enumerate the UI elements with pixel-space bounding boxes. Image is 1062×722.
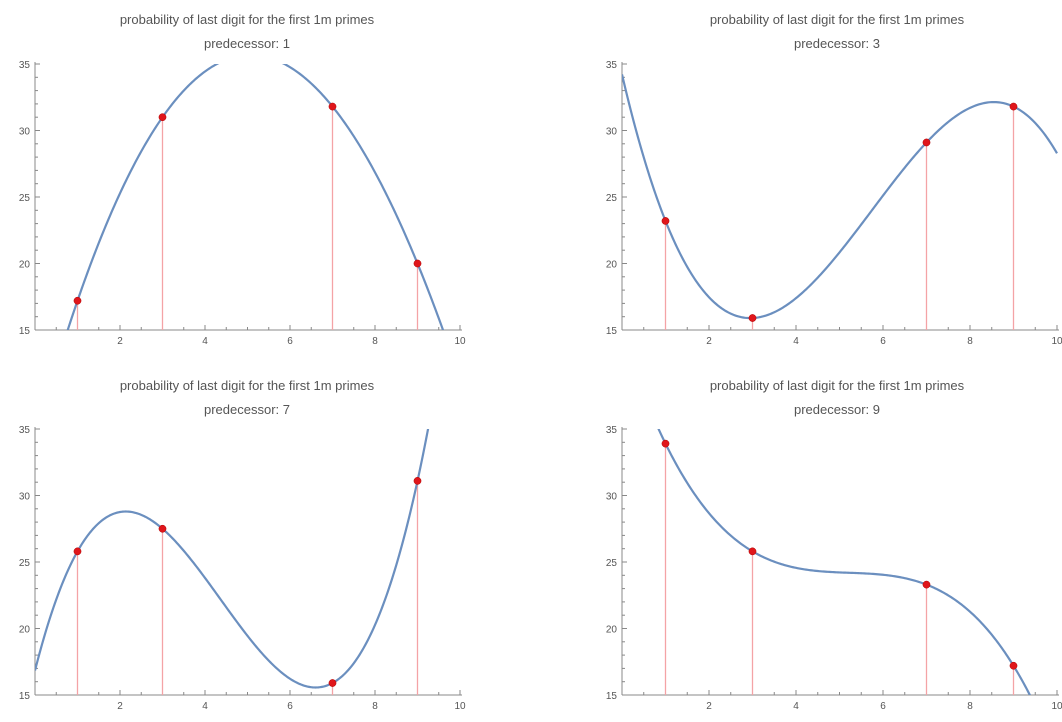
x-tick-label: 4 <box>793 336 799 347</box>
fitted-curve <box>35 429 430 689</box>
fitted-curve <box>66 64 445 330</box>
plot-area: 15 20 25 30 35 2 4 6 8 10 <box>19 425 466 712</box>
x-tick-label: 8 <box>967 701 973 712</box>
x-tick-label: 6 <box>880 701 886 712</box>
data-point <box>1009 102 1018 111</box>
x-tick-label: 4 <box>202 701 208 712</box>
chart-subtitle: predecessor: 9 <box>794 402 880 417</box>
chart-title: probability of last digit for the first … <box>710 12 965 27</box>
y-tick-label: 15 <box>606 691 618 702</box>
chart-svg: probability of last digit for the first … <box>19 378 466 712</box>
data-point <box>922 580 931 589</box>
y-tick-label: 35 <box>19 60 31 71</box>
y-tick-label: 30 <box>19 127 31 138</box>
y-tick-label: 30 <box>19 492 31 503</box>
data-point <box>661 439 670 448</box>
x-tick-label: 8 <box>967 336 973 347</box>
x-tick-label: 8 <box>372 701 378 712</box>
data-point <box>328 102 337 111</box>
chart-svg: probability of last digit for the first … <box>19 12 466 347</box>
data-point <box>661 217 670 225</box>
chart-subtitle: predecessor: 3 <box>794 36 880 51</box>
y-tick-label: 20 <box>606 625 618 636</box>
chart-svg: probability of last digit for the first … <box>606 12 1062 347</box>
x-tick-label: 6 <box>880 336 886 347</box>
y-tick-label: 30 <box>606 492 618 503</box>
plot-area: 15 20 25 30 35 2 4 6 8 10 <box>606 425 1062 712</box>
fitted-curve <box>657 429 1032 695</box>
y-tick-label: 15 <box>19 326 31 337</box>
data-point <box>413 259 422 268</box>
x-tick-label: 10 <box>1051 701 1062 712</box>
chart-panel-predecessor-7: probability of last digit for the first … <box>0 366 530 722</box>
chart-panel-predecessor-9: probability of last digit for the first … <box>532 366 1062 722</box>
x-tick-label: 2 <box>706 336 712 347</box>
y-tick-label: 15 <box>19 691 31 702</box>
x-tick-label: 4 <box>202 336 208 347</box>
y-tick-label: 25 <box>606 193 618 204</box>
chart-subtitle: predecessor: 1 <box>204 36 290 51</box>
x-tick-label: 6 <box>287 701 293 712</box>
y-tick-label: 20 <box>19 260 31 271</box>
x-tick-label: 8 <box>372 336 378 347</box>
chart-panel-predecessor-1: probability of last digit for the first … <box>0 0 530 356</box>
plot-area: 15 20 25 30 35 2 4 6 8 10 <box>19 60 466 347</box>
x-tick-label: 4 <box>793 701 799 712</box>
data-point <box>1009 661 1018 670</box>
data-point <box>328 679 337 687</box>
x-tick-label: 2 <box>706 701 712 712</box>
data-point <box>158 524 167 533</box>
data-point <box>748 547 757 556</box>
chart-subtitle: predecessor: 7 <box>204 402 290 417</box>
y-tick-label: 20 <box>606 260 618 271</box>
y-tick-label: 35 <box>606 60 618 71</box>
data-point <box>73 296 82 305</box>
y-tick-label: 20 <box>19 625 31 636</box>
chart-title: probability of last digit for the first … <box>710 378 965 393</box>
chart-title: probability of last digit for the first … <box>120 12 375 27</box>
y-tick-label: 25 <box>19 558 31 569</box>
x-tick-label: 2 <box>117 336 123 347</box>
fitted-curve <box>622 74 1058 320</box>
data-point <box>413 477 422 485</box>
chart-panel-predecessor-3: probability of last digit for the first … <box>532 0 1062 356</box>
y-tick-label: 30 <box>606 127 618 138</box>
x-tick-label: 6 <box>287 336 293 347</box>
x-tick-label: 10 <box>454 701 466 712</box>
y-tick-label: 35 <box>19 425 31 436</box>
data-point <box>158 113 167 122</box>
data-point <box>748 314 757 322</box>
y-tick-label: 15 <box>606 326 618 337</box>
y-tick-label: 25 <box>19 193 31 204</box>
y-tick-label: 35 <box>606 425 618 436</box>
plot-area: 15 20 25 30 35 2 4 6 8 10 <box>606 60 1062 347</box>
chart-svg: probability of last digit for the first … <box>606 378 1062 712</box>
x-tick-label: 10 <box>454 336 466 347</box>
chart-title: probability of last digit for the first … <box>120 378 375 393</box>
data-point <box>73 547 82 556</box>
y-tick-label: 25 <box>606 558 618 569</box>
x-tick-label: 10 <box>1051 336 1062 347</box>
x-tick-label: 2 <box>117 701 123 712</box>
data-point <box>922 138 931 147</box>
